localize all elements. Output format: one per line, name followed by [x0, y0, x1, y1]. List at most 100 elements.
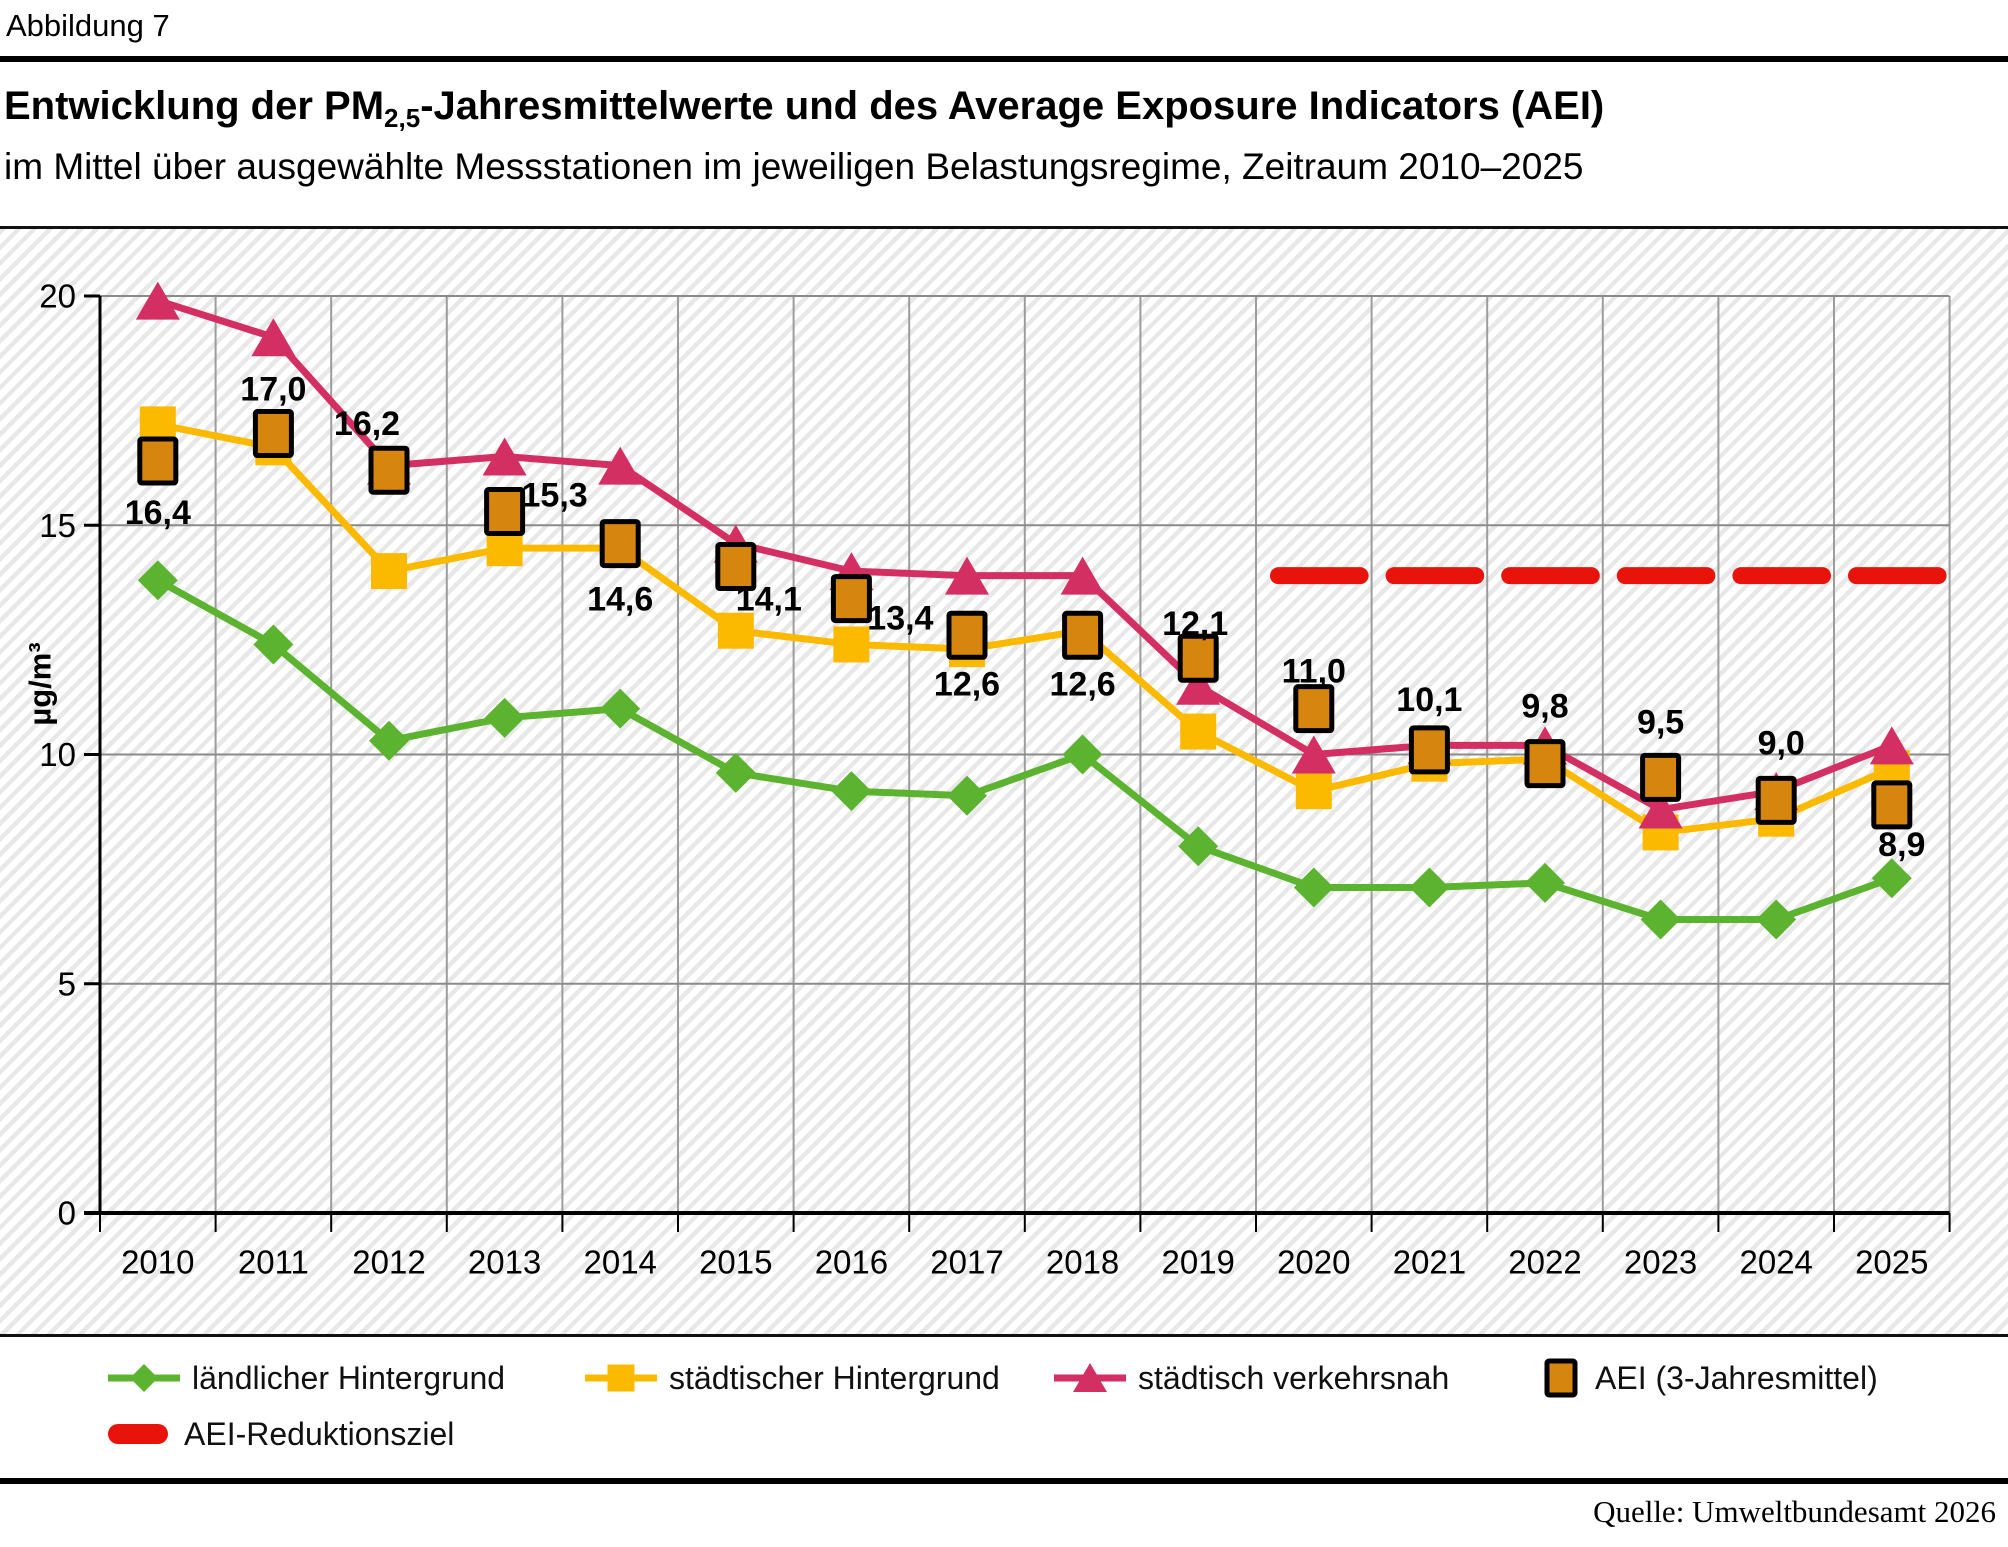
aei-value-label: 16,4: [125, 494, 191, 532]
data-point-marker: [369, 720, 409, 761]
legend-marker-laendlicher-hintergrund: [108, 1358, 180, 1398]
legend-label-staedtisch-verkehrsnah: städtisch verkehrsnah: [1138, 1359, 1450, 1396]
aei-value-label: 12,6: [934, 665, 1000, 703]
x-tick-label: 2021: [1393, 1244, 1466, 1281]
gridlines: [99, 295, 1951, 1213]
y-tick-label: 10: [39, 736, 76, 773]
data-point-marker: [717, 612, 754, 649]
data-point-marker: [130, 1364, 158, 1392]
data-point-marker: [1293, 684, 1335, 734]
x-tick-label: 2013: [468, 1244, 541, 1281]
x-tick-label: 2011: [238, 1244, 309, 1281]
data-point-marker: [484, 697, 525, 738]
bottom-rule: [0, 1478, 2008, 1484]
data-point-marker: [1180, 713, 1217, 750]
line-triangle-legend-icon: [1054, 1363, 1126, 1392]
data-point-marker: [1408, 725, 1450, 775]
target-line-dash: [1385, 567, 1485, 585]
aei-value-label: 13,4: [867, 600, 933, 638]
data-point-marker: [1295, 773, 1332, 810]
figure-title: Entwicklung der PM2,5-Jahresmittelwerte …: [4, 84, 1604, 131]
top-rule: [0, 56, 2008, 62]
data-point-marker: [486, 530, 523, 567]
axis-labels: 0 5 10 15 20 2010 2011 2012 2013 2014 2015 2016 2017…: [23, 278, 1929, 1281]
legend-label-aei: AEI (3-Jahresmittel): [1595, 1359, 1878, 1396]
legend-marker-aei: [1539, 1356, 1583, 1400]
series-aei-reduktionsziel: [1270, 567, 1947, 585]
data-point-marker: [1293, 867, 1334, 908]
data-point-marker: [1871, 858, 1912, 899]
series-line: [156, 297, 1894, 814]
data-point-marker: [1756, 899, 1797, 940]
y-tick-label: 15: [39, 507, 76, 544]
y-tick-label: 5: [58, 965, 76, 1002]
data-point-marker: [1060, 556, 1105, 595]
figure-kicker: Abbildung 7: [6, 8, 170, 43]
outlined-square-legend-icon: [1544, 1358, 1578, 1398]
legend-item-staedtisch-verkehrsnah: städtisch verkehrsnah: [1054, 1356, 1449, 1400]
aei-value-label: 14,6: [587, 581, 653, 619]
legend-label-aei-reduktionsziel: AEI-Reduktionsziel: [184, 1415, 455, 1452]
aei-value-label: 10,1: [1396, 681, 1462, 719]
series-l-ndlicher-hintergrund: [137, 560, 1912, 940]
aei-value-label: 17,0: [240, 371, 306, 409]
data-point-marker: [947, 775, 987, 816]
aei-value-label: 16,2: [334, 405, 400, 443]
data-point-marker: [253, 624, 294, 665]
legend-item-staedtischer-hintergrund: städtischer Hintergrund: [585, 1356, 1000, 1400]
data-point-marker: [135, 281, 180, 320]
line-square-legend-icon: [585, 1364, 657, 1392]
data-point-marker: [1871, 780, 1913, 830]
y-axis-title: µg/m³: [23, 642, 58, 725]
data-point-marker: [1409, 867, 1450, 908]
data-point-marker: [252, 409, 294, 459]
aei-value-label: 11,0: [1282, 653, 1346, 691]
legend-marker-staedtischer-hintergrund: [585, 1358, 657, 1398]
x-tick-label: 2024: [1739, 1244, 1812, 1281]
data-point-marker: [600, 688, 641, 729]
aei-value-label: 12,6: [1050, 665, 1116, 703]
x-tick-label: 2023: [1624, 1244, 1697, 1281]
data-point-marker: [598, 446, 643, 485]
line-diamond-legend-icon: [108, 1364, 180, 1392]
figure-title-prefix: Entwicklung der PM: [4, 84, 385, 128]
x-tick-label: 2012: [352, 1244, 425, 1281]
target-line-dash: [1732, 567, 1831, 585]
x-tick-label: 2025: [1855, 1244, 1928, 1281]
target-line-dash: [1848, 567, 1947, 585]
aei-value-label: 9,0: [1758, 724, 1805, 762]
legend-item-laendlicher-hintergrund: ländlicher Hintergrund: [108, 1356, 505, 1400]
legend-marker-staedtisch-verkehrsnah: [1054, 1358, 1126, 1398]
data-point-marker: [945, 556, 989, 595]
dash-legend-icon: [108, 1424, 168, 1444]
data-point-marker: [946, 610, 988, 660]
data-point-marker: [139, 406, 176, 443]
x-tick-label: 2022: [1508, 1244, 1581, 1281]
data-point-marker: [371, 553, 407, 590]
data-point-marker: [1640, 752, 1682, 802]
data-point-marker: [1178, 826, 1219, 867]
data-point-marker: [1062, 610, 1104, 660]
data-point-marker: [715, 542, 757, 592]
series-line: [157, 420, 1894, 836]
chart-plot: 0 5 10 15 20 2010 2011 2012 2013 2014 2015 2016 2017…: [23, 278, 1951, 1281]
legend-item-aei: AEI (3-Jahresmittel): [1539, 1356, 1878, 1400]
data-point-marker: [1640, 899, 1681, 940]
aei-value-label: 9,8: [1521, 688, 1568, 726]
aei-value-label: 9,5: [1637, 703, 1684, 741]
data-point-marker: [482, 437, 527, 476]
data-point-marker: [368, 445, 410, 495]
data-point-marker: [607, 1364, 635, 1392]
data-point-marker: [715, 752, 756, 793]
data-point-marker: [137, 436, 179, 486]
aei-value-label: 12,1: [1162, 605, 1228, 643]
target-line-dash: [1270, 567, 1369, 585]
legend-item-aei-reduktionsziel: AEI-Reduktionsziel: [108, 1412, 454, 1456]
x-tick-label: 2020: [1277, 1244, 1350, 1281]
x-tick-label: 2018: [1046, 1244, 1119, 1281]
data-point-marker: [251, 318, 296, 357]
legend-label-laendlicher-hintergrund: ländlicher Hintergrund: [192, 1359, 506, 1396]
x-tick-label: 2016: [815, 1244, 888, 1281]
target-line-dash: [1616, 567, 1716, 585]
